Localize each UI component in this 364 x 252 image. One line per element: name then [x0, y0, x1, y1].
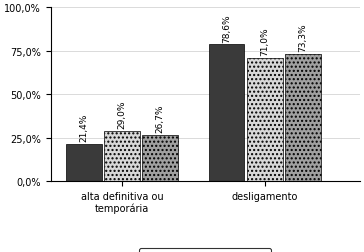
- Bar: [285, 54, 321, 181]
- Bar: [142, 135, 178, 181]
- Text: 73,3%: 73,3%: [298, 23, 307, 52]
- Legend: MO, RO, Total: MO, RO, Total: [139, 248, 271, 252]
- Text: 26,7%: 26,7%: [155, 104, 165, 133]
- Text: 78,6%: 78,6%: [222, 14, 231, 43]
- Text: 21,4%: 21,4%: [79, 113, 88, 142]
- Bar: [247, 58, 282, 181]
- Bar: [66, 144, 102, 181]
- Bar: [104, 131, 140, 181]
- Bar: [209, 45, 245, 181]
- Text: 29,0%: 29,0%: [118, 100, 127, 129]
- Text: 71,0%: 71,0%: [260, 27, 269, 56]
